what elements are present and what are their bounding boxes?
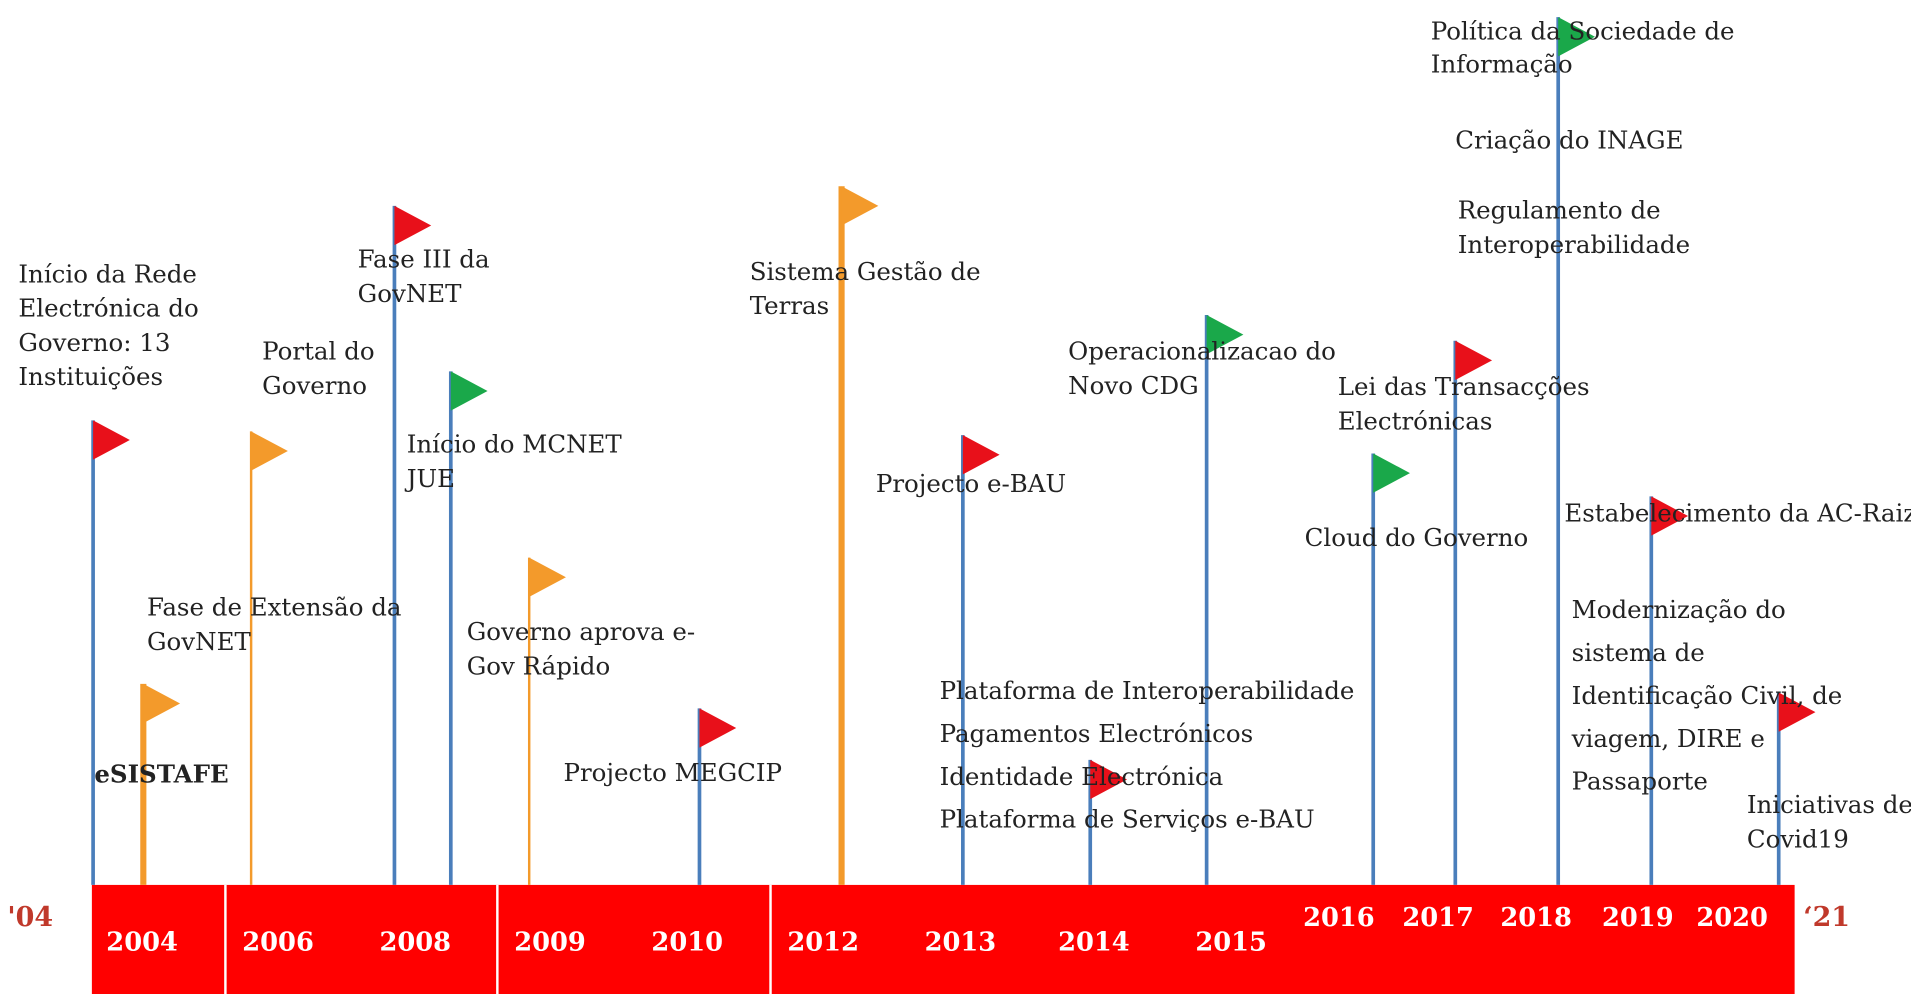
- flag: [1373, 453, 1410, 493]
- event-label: Gov Rápido: [467, 651, 610, 680]
- flag: [1558, 17, 1595, 57]
- event-label: Governo: 13: [18, 328, 170, 357]
- year-label: 2015: [1195, 928, 1267, 958]
- event-label: Projecto MEGCIP: [564, 758, 783, 787]
- event-label: Modernização do: [1572, 595, 1786, 624]
- year-label: 2013: [925, 928, 997, 958]
- event-label: eSISTAFE: [94, 759, 228, 788]
- event-label: Novo CDG: [1068, 371, 1198, 400]
- event-label: JUE: [404, 464, 455, 493]
- year-label: 2018: [1500, 903, 1572, 933]
- event-label: Instituições: [18, 362, 163, 391]
- flag: [1090, 759, 1127, 800]
- event-label: Electrónicas: [1338, 406, 1493, 435]
- event-label: Informação: [1431, 50, 1573, 79]
- flag: [1455, 340, 1493, 380]
- year-label: 2006: [242, 928, 314, 958]
- year-label: 2020: [1696, 903, 1768, 933]
- event-label: Sistema Gestão de: [750, 257, 981, 286]
- event-label: GovNET: [358, 279, 462, 308]
- event-label: Covid19: [1747, 824, 1849, 853]
- event-label: Fase III da: [358, 245, 490, 274]
- event-label: Criação do INAGE: [1455, 126, 1683, 155]
- event-label: Governo aprova e-: [467, 617, 695, 646]
- year-label: 2004: [106, 928, 178, 958]
- event-label: Terras: [750, 291, 830, 320]
- year-label: 2012: [787, 928, 859, 958]
- event-label: Projecto e-BAU: [876, 469, 1066, 498]
- timeline-bar: [91, 884, 1795, 994]
- event-label: viagem, DIRE e: [1571, 724, 1765, 753]
- year-label: 2017: [1402, 903, 1474, 933]
- year-label: 2014: [1058, 928, 1130, 958]
- event-label: sistema de: [1572, 638, 1705, 667]
- event-label: Interoperabilidade: [1458, 230, 1690, 259]
- flag: [93, 420, 130, 460]
- event-label: Portal do: [262, 336, 374, 365]
- event-label: GovNET: [147, 627, 251, 656]
- event-label: Início do MCNET: [407, 430, 623, 459]
- year-label: 2019: [1602, 903, 1674, 933]
- event-label: Governo: [262, 371, 367, 400]
- flag: [1651, 496, 1689, 536]
- end-label: ‘21: [1803, 902, 1850, 933]
- event-label: Identificação Civil, de: [1572, 681, 1843, 710]
- flag: [1206, 314, 1244, 355]
- event-label: Plataforma de Serviços e-BAU: [940, 805, 1315, 834]
- flag: [450, 371, 488, 411]
- event-label: Fase de Extensão da: [147, 593, 402, 622]
- event-label: Plataforma de Interoperabilidade: [940, 676, 1355, 705]
- flag: [143, 683, 181, 724]
- start-label: '04: [7, 902, 53, 933]
- year-label: 2016: [1303, 903, 1375, 933]
- flag: [962, 435, 1000, 475]
- event-label: Lei das Transacções: [1338, 372, 1590, 401]
- event-label: Passaporte: [1572, 767, 1708, 796]
- flag: [1778, 692, 1816, 732]
- flag: [394, 205, 432, 246]
- event-label: Electrónica do: [18, 294, 198, 323]
- year-label: 2009: [514, 928, 586, 958]
- event-label: Início da Rede: [18, 259, 197, 288]
- event-label: Cloud do Governo: [1305, 523, 1529, 552]
- event-label: Iniciativas de: [1747, 790, 1911, 819]
- event-label: Regulamento de: [1458, 196, 1661, 225]
- event-label: Estabelecimento da AC-Raiz: [1564, 498, 1911, 527]
- flag: [699, 708, 737, 748]
- year-label: 2010: [651, 928, 723, 958]
- year-label: 2008: [379, 928, 451, 958]
- event-label: Pagamentos Electrónicos: [940, 719, 1254, 748]
- event-label: Identidade Electrónica: [940, 762, 1224, 791]
- event-label: Política da Sociedade de: [1431, 17, 1735, 46]
- flag: [251, 431, 288, 471]
- flag: [529, 557, 566, 597]
- event-label: Operacionalizacao do: [1068, 336, 1336, 365]
- flag: [841, 186, 879, 226]
